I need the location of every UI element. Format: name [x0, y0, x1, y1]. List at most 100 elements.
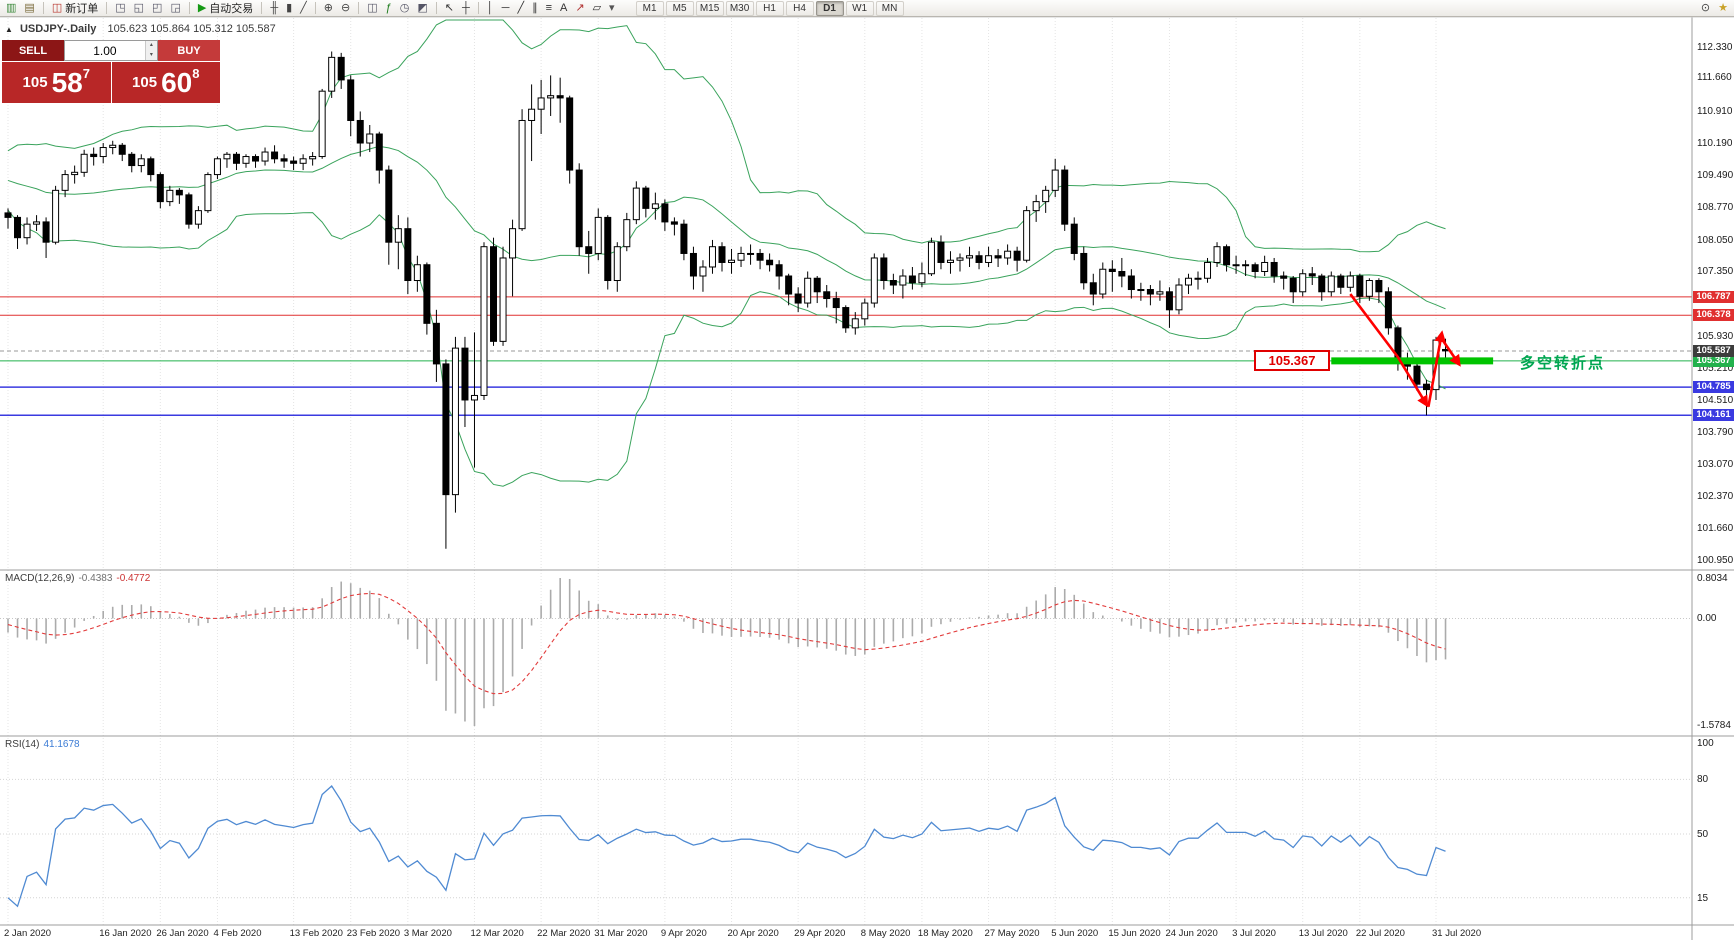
- date-axis-label: 22 Mar 2020: [537, 928, 591, 939]
- cursor-icon[interactable]: ↖: [442, 0, 457, 17]
- fibonacci-icon[interactable]: ≡: [543, 0, 555, 17]
- crosshair-icon: ┼: [462, 1, 470, 14]
- trendline-icon[interactable]: ╱: [514, 0, 527, 17]
- timeframe-m5[interactable]: M5: [665, 0, 694, 16]
- volume-spinner: ▴ ▾: [144, 41, 157, 60]
- zoom-in-icon: ⊕: [323, 1, 334, 14]
- support-price-flag[interactable]: 105.367: [1254, 350, 1330, 371]
- date-axis-label: 22 Jul 2020: [1355, 928, 1405, 939]
- price-axis-label: 108.050: [1697, 234, 1734, 246]
- shapes-icon[interactable]: ▱: [590, 0, 604, 17]
- new-chart-icon[interactable]: ▥: [3, 0, 19, 17]
- vertical-line-icon[interactable]: │: [484, 0, 497, 17]
- templates-icon[interactable]: ◩: [414, 0, 430, 17]
- timeframe-m15[interactable]: M15: [695, 0, 724, 16]
- timeframe-toolbar: M1 M5 M15 M30 H1 H4 D1 W1 MN: [635, 0, 905, 16]
- macd-scale-label: 0.8034: [1697, 573, 1728, 584]
- timeframe-h4[interactable]: H4: [785, 0, 814, 16]
- channel-icon[interactable]: ∥: [529, 0, 541, 17]
- date-axis-label: 26 Jan 2020: [156, 928, 209, 939]
- date-axis-label: 16 Jan 2020: [99, 928, 152, 939]
- ohlc-label: 105.623 105.864 105.312 105.587: [107, 23, 276, 35]
- crosshair-icon[interactable]: ┼: [459, 0, 473, 17]
- turning-point-note[interactable]: 多空转折点: [1520, 355, 1606, 372]
- price-axis-label: 111.660: [1697, 72, 1732, 84]
- price-axis-label: 101.660: [1697, 522, 1734, 534]
- line-chart-type-icon[interactable]: ╱: [297, 0, 310, 17]
- zoom-out-icon[interactable]: ⊖: [338, 0, 353, 17]
- navigator-icon[interactable]: ◰: [149, 0, 165, 17]
- volume-up-icon[interactable]: ▴: [145, 41, 157, 51]
- horizontal-level-lines[interactable]: [0, 296, 1692, 417]
- chart-profiles-icon: ▤: [24, 1, 35, 14]
- tile-windows-icon: ◫: [367, 1, 378, 14]
- panel-collapse-icon[interactable]: ▲: [5, 25, 13, 34]
- rsi-name: RSI(14): [5, 739, 40, 750]
- indicators-icon[interactable]: ƒ: [383, 0, 395, 17]
- more-tools-chevron-icon[interactable]: ▾: [606, 0, 618, 17]
- new-chart-icon: ▥: [6, 1, 17, 14]
- rsi-label: RSI(14) 41.1678: [5, 739, 80, 750]
- price-axis-label: 105.210: [1697, 362, 1734, 374]
- sell-price[interactable]: 105 58 7: [2, 62, 111, 103]
- periods-icon[interactable]: ◷: [397, 0, 413, 17]
- trend-arrows[interactable]: [1349, 293, 1461, 408]
- rsi-value: 41.1678: [43, 739, 80, 750]
- fibonacci-icon: ≡: [545, 1, 553, 14]
- data-window-icon[interactable]: ◱: [131, 0, 147, 17]
- terminal-icon[interactable]: ◲: [167, 0, 183, 17]
- sell-button[interactable]: SELL: [2, 40, 64, 61]
- bar-chart-type-icon[interactable]: ╫: [267, 0, 281, 17]
- zoom-in-icon[interactable]: ⊕: [321, 0, 336, 17]
- rsi-scale-label: 15: [1697, 892, 1709, 904]
- toolbar-separator: [106, 2, 108, 14]
- autotrading-button[interactable]: ▶ 自动交易: [195, 0, 256, 17]
- rsi-scale-label: 80: [1697, 774, 1709, 786]
- price-axis-label: 112.330: [1697, 42, 1733, 53]
- date-axis-label: 9 Apr 2020: [660, 928, 707, 939]
- periods-icon: ◷: [399, 1, 410, 14]
- price-line-badge: 106.378: [1693, 309, 1734, 322]
- price-axis-label: 102.370: [1697, 490, 1734, 502]
- market-watch-icon[interactable]: ◳: [112, 0, 128, 17]
- buy-price-pips: 60: [161, 66, 193, 98]
- arrows-icon[interactable]: ↗: [572, 0, 587, 17]
- tile-windows-icon[interactable]: ◫: [364, 0, 380, 17]
- timeframe-w1[interactable]: W1: [845, 0, 874, 16]
- timeframe-m30[interactable]: M30: [725, 0, 754, 16]
- timeframe-mn[interactable]: MN: [875, 0, 904, 16]
- date-axis-label: 13 Jul 2020: [1298, 928, 1348, 939]
- timeframe-m1[interactable]: M1: [635, 0, 664, 16]
- volume-input[interactable]: [65, 41, 145, 60]
- search-icon[interactable]: ⊙: [1698, 0, 1713, 17]
- timeframe-d1[interactable]: D1: [815, 0, 844, 16]
- text-icon[interactable]: A: [557, 0, 570, 17]
- chart-profiles-icon[interactable]: ▤: [21, 0, 37, 17]
- volume-down-icon[interactable]: ▾: [145, 50, 157, 60]
- price-axis-label: 103.070: [1697, 459, 1734, 471]
- horizontal-line-icon[interactable]: ─: [499, 0, 513, 17]
- date-axis-label: 18 May 2020: [917, 928, 973, 939]
- favorites-icon[interactable]: ★: [1715, 0, 1731, 17]
- toolbar-separator: [358, 2, 360, 14]
- timeframe-h1[interactable]: H1: [755, 0, 784, 16]
- channel-icon: ∥: [532, 1, 538, 14]
- price-axis-label: 110.910: [1697, 106, 1733, 117]
- data-window-icon: ◱: [133, 1, 145, 14]
- vertical-line-icon: │: [486, 1, 494, 14]
- price-axis-label: 110.190: [1697, 138, 1733, 150]
- favorites-icon: ★: [1718, 1, 1728, 14]
- candlestick-type-icon[interactable]: ▮: [283, 0, 295, 17]
- line-chart-type-icon: ╱: [300, 1, 307, 14]
- candlestick-series: [4, 51, 1450, 549]
- date-axis-label: 2 Jan 2020: [4, 928, 52, 939]
- macd-signal-line: [7, 592, 1446, 695]
- date-axis-label: 27 May 2020: [984, 928, 1040, 939]
- price-axis-label: 103.790: [1697, 426, 1734, 438]
- new-order-button[interactable]: ◫ 新订单: [49, 0, 101, 17]
- buy-button[interactable]: BUY: [158, 40, 220, 61]
- candlestick-type-icon: ▮: [286, 1, 293, 14]
- buy-price[interactable]: 105 60 8: [111, 62, 220, 103]
